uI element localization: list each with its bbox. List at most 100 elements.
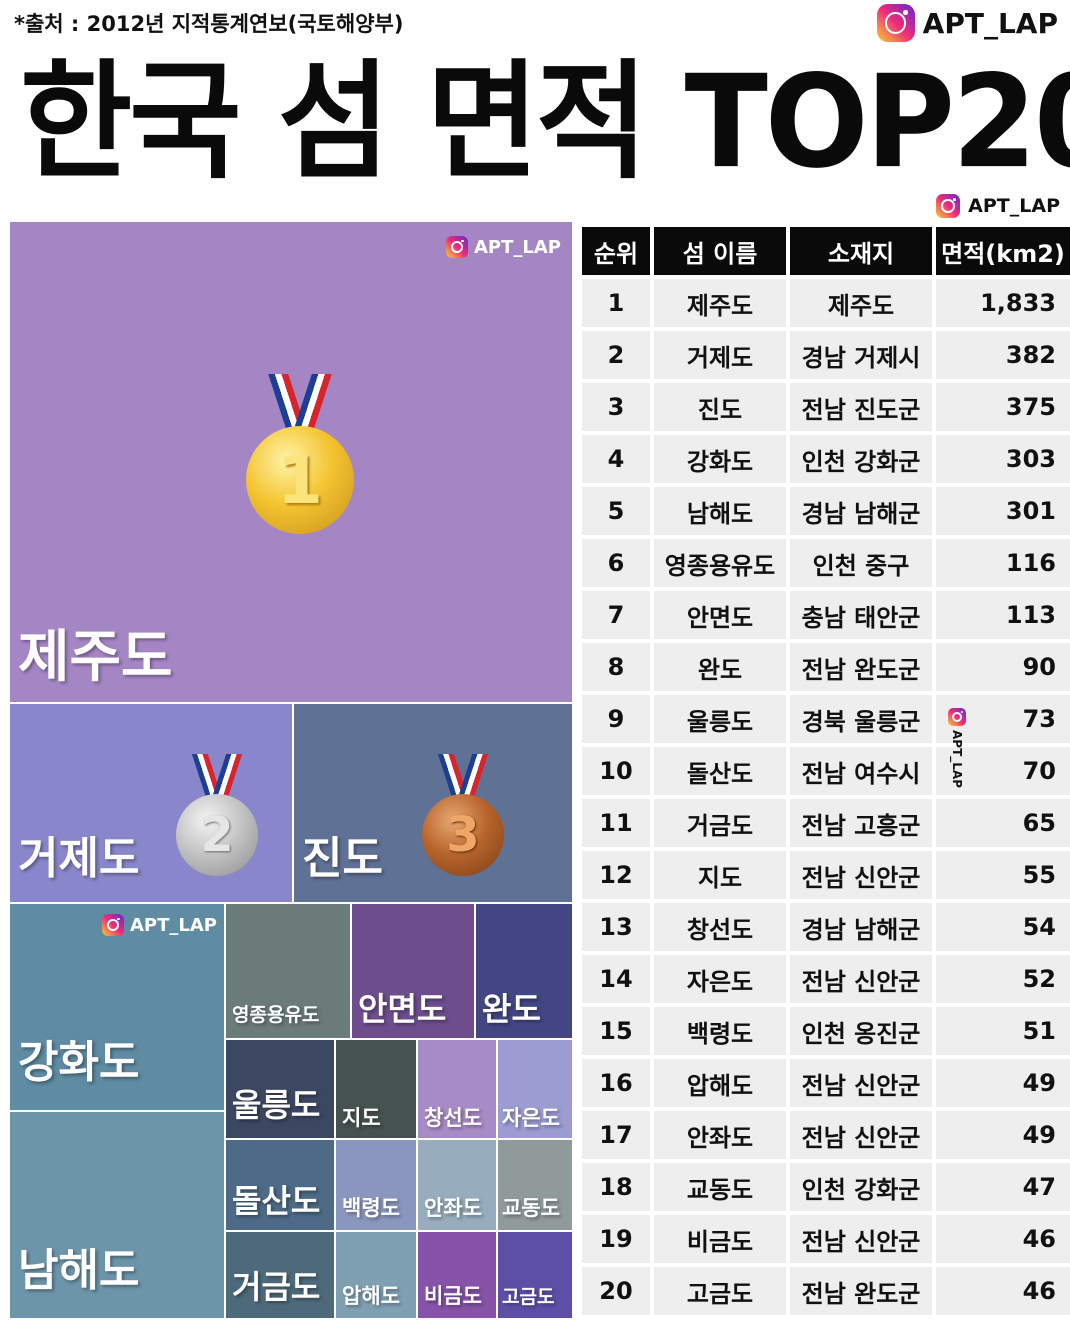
treemap-tile: 안좌도: [418, 1140, 496, 1230]
area-cell: 46: [936, 1215, 1070, 1263]
location-cell: 전남 신안군: [790, 1059, 932, 1107]
brand-label-small: APT_LAP: [968, 195, 1060, 217]
island-name-cell: 압해도: [654, 1059, 786, 1107]
area-cell: 52: [936, 955, 1070, 1003]
header-island-name: 섬 이름: [654, 227, 786, 275]
rank-cell: 17: [582, 1111, 650, 1159]
medal-ribbon: [275, 374, 325, 424]
treemap-tile-label: 돌산도: [232, 1182, 321, 1220]
treemap-tile: 거제도 2: [10, 704, 292, 902]
treemap-watermark-label: APT_LAP: [474, 236, 561, 258]
island-name-cell: 영종용유도: [654, 539, 786, 587]
rank-cell: 4: [582, 435, 650, 483]
island-name-cell: 고금도: [654, 1267, 786, 1315]
island-name-cell: 울릉도: [654, 695, 786, 743]
table-row: 5 남해도 경남 남해군 301: [582, 487, 1070, 535]
table-row: 7 안면도 충남 태안군 113: [582, 591, 1070, 639]
rank-cell: 1: [582, 279, 650, 327]
area-cell: 116: [936, 539, 1070, 587]
island-area-treemap: 제주도 1 거제도 2 진도 3 강화도 남해도 영종용유도 안면도 완도 울릉도 지도 창선도 자은도 돌산…: [10, 222, 572, 1318]
island-name-cell: 자은도: [654, 955, 786, 1003]
brand-badge[interactable]: APT_LAP: [876, 4, 1058, 42]
island-name-cell: 안면도: [654, 591, 786, 639]
table-row: 10 돌산도 전남 여수시 70: [582, 747, 1070, 795]
location-cell: 전남 진도군: [790, 383, 932, 431]
treemap-tile: 안면도: [352, 904, 474, 1038]
treemap-tile-label: 강화도: [18, 1037, 140, 1088]
ranking-table: 순위 섬 이름 소재지 면적(km2) 1 제주도 제주도 1,833 2 거제도 경남 거…: [578, 223, 1070, 1319]
rank-cell: 19: [582, 1215, 650, 1263]
location-cell: 전남 신안군: [790, 851, 932, 899]
brand-badge-small[interactable]: APT_LAP: [936, 194, 1060, 218]
location-cell: 경남 남해군: [790, 487, 932, 535]
instagram-icon: [446, 236, 468, 258]
rank-cell: 8: [582, 643, 650, 691]
rank-cell: 20: [582, 1267, 650, 1315]
treemap-tile-label: 교동도: [502, 1196, 560, 1220]
area-cell: 375: [936, 383, 1070, 431]
treemap-tile: 남해도: [10, 1112, 224, 1318]
location-cell: 전남 신안군: [790, 1215, 932, 1263]
area-cell: 47: [936, 1163, 1070, 1211]
treemap-tile: 제주도 1: [10, 222, 572, 702]
island-name-cell: 돌산도: [654, 747, 786, 795]
rank-cell: 18: [582, 1163, 650, 1211]
treemap-tile-label: 남해도: [18, 1245, 140, 1296]
island-name-cell: 남해도: [654, 487, 786, 535]
rank-cell: 11: [582, 799, 650, 847]
location-cell: 인천 옹진군: [790, 1007, 932, 1055]
table-row: 9 울릉도 경북 울릉군 73: [582, 695, 1070, 743]
table-row: 1 제주도 제주도 1,833: [582, 279, 1070, 327]
location-cell: 인천 강화군: [790, 1163, 932, 1211]
table-row: 3 진도 전남 진도군 375: [582, 383, 1070, 431]
treemap-tile-label: 고금도: [502, 1286, 555, 1308]
table-row: 12 지도 전남 신안군 55: [582, 851, 1070, 899]
rank-cell: 14: [582, 955, 650, 1003]
treemap-watermark: APT_LAP: [446, 236, 561, 258]
instagram-icon: [948, 708, 966, 726]
island-name-cell: 제주도: [654, 279, 786, 327]
brand-label: APT_LAP: [922, 6, 1058, 40]
treemap-tile: 강화도: [10, 904, 224, 1110]
instagram-icon: [102, 914, 124, 936]
treemap-tile-label: 지도: [342, 1106, 381, 1130]
island-name-cell: 강화도: [654, 435, 786, 483]
rank-cell: 7: [582, 591, 650, 639]
treemap-tile: 완도: [476, 904, 572, 1038]
page-title: 한국 섬 면적 TOP20: [20, 47, 1070, 197]
area-cell: 46: [936, 1267, 1070, 1315]
treemap-tile: 영종용유도: [226, 904, 350, 1038]
island-name-cell: 지도: [654, 851, 786, 899]
rank-cell: 6: [582, 539, 650, 587]
area-cell: 70: [936, 747, 1070, 795]
treemap-tile: 지도: [336, 1040, 416, 1138]
treemap-tile-label: 진도: [302, 833, 383, 884]
area-cell: 301: [936, 487, 1070, 535]
treemap-tile: 거금도: [226, 1232, 334, 1318]
medal-rank: 1: [246, 426, 354, 534]
medal-ribbon: [443, 754, 483, 794]
island-name-cell: 창선도: [654, 903, 786, 951]
rank-cell: 12: [582, 851, 650, 899]
gold-medal-icon: 1: [244, 374, 356, 539]
treemap-tile: 창선도: [418, 1040, 496, 1138]
location-cell: 경남 거제시: [790, 331, 932, 379]
area-cell: 65: [936, 799, 1070, 847]
treemap-tile: 교동도: [498, 1140, 572, 1230]
table-row: 16 압해도 전남 신안군 49: [582, 1059, 1070, 1107]
location-cell: 제주도: [790, 279, 932, 327]
area-cell: 55: [936, 851, 1070, 899]
treemap-tile: 울릉도: [226, 1040, 334, 1138]
location-cell: 전남 신안군: [790, 1111, 932, 1159]
treemap-tile-label: 창선도: [424, 1106, 482, 1130]
table-row: 20 고금도 전남 완도군 46: [582, 1267, 1070, 1315]
rank-cell: 5: [582, 487, 650, 535]
treemap-tile: 돌산도: [226, 1140, 334, 1230]
area-cell: 49: [936, 1059, 1070, 1107]
island-name-cell: 안좌도: [654, 1111, 786, 1159]
treemap-tile: 자은도: [498, 1040, 572, 1138]
treemap-tile-label: 자은도: [502, 1106, 560, 1130]
location-cell: 전남 신안군: [790, 955, 932, 1003]
rank-cell: 2: [582, 331, 650, 379]
treemap-tile-label: 거금도: [232, 1268, 321, 1306]
